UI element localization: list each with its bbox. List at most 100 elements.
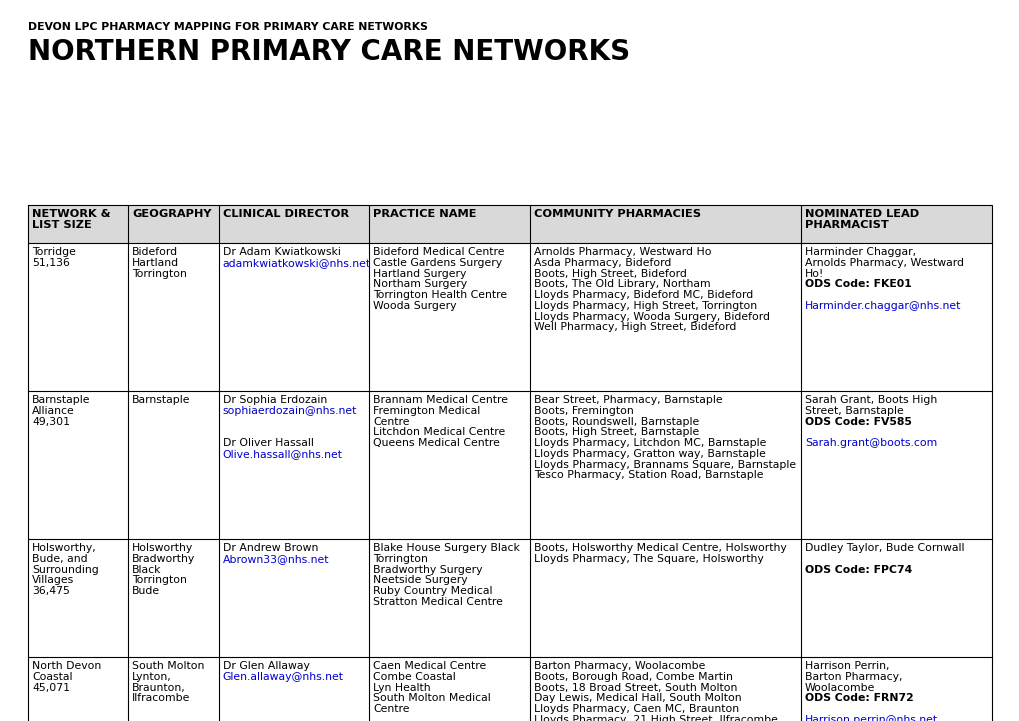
Text: Glen.allaway@nhs.net: Glen.allaway@nhs.net xyxy=(223,672,343,682)
Text: Boots, High Street, Barnstaple: Boots, High Street, Barnstaple xyxy=(534,428,699,438)
Text: Bradworthy Surgery: Bradworthy Surgery xyxy=(373,565,482,575)
Text: Lloyds Pharmacy, Gratton way, Barnstaple: Lloyds Pharmacy, Gratton way, Barnstaple xyxy=(534,448,765,459)
Bar xyxy=(28,205,991,243)
Text: ODS Code: FRN72: ODS Code: FRN72 xyxy=(804,694,913,703)
Text: CLINICAL DIRECTOR: CLINICAL DIRECTOR xyxy=(223,209,348,219)
Text: Bear Street, Pharmacy, Barnstaple: Bear Street, Pharmacy, Barnstaple xyxy=(534,395,722,405)
Text: Lloyds Pharmacy, Brannams Square, Barnstaple: Lloyds Pharmacy, Brannams Square, Barnst… xyxy=(534,459,796,469)
Bar xyxy=(28,205,991,721)
Text: Boots, Holsworthy Medical Centre, Holsworthy: Boots, Holsworthy Medical Centre, Holswo… xyxy=(534,543,787,553)
Text: PHARMACIST: PHARMACIST xyxy=(804,221,888,230)
Text: Torrington: Torrington xyxy=(132,268,186,278)
Text: Ho!: Ho! xyxy=(804,268,823,278)
Text: Centre: Centre xyxy=(373,704,410,714)
Text: Well Pharmacy, High Street, Bideford: Well Pharmacy, High Street, Bideford xyxy=(534,322,736,332)
Text: Lloyds Pharmacy, Caen MC, Braunton: Lloyds Pharmacy, Caen MC, Braunton xyxy=(534,704,739,714)
Text: Blake House Surgery Black: Blake House Surgery Black xyxy=(373,543,520,553)
Text: GEOGRAPHY: GEOGRAPHY xyxy=(132,209,212,219)
Text: Barnstaple: Barnstaple xyxy=(132,395,191,405)
Text: Lloyds Pharmacy, High Street, Torrington: Lloyds Pharmacy, High Street, Torrington xyxy=(534,301,757,311)
Text: Boots, Fremington: Boots, Fremington xyxy=(534,406,634,416)
Text: Lloyds Pharmacy, 21 High Street, Ilfracombe: Lloyds Pharmacy, 21 High Street, Ilfraco… xyxy=(534,715,777,721)
Text: Dr Sophia Erdozain: Dr Sophia Erdozain xyxy=(223,395,327,405)
Text: COMMUNITY PHARMACIES: COMMUNITY PHARMACIES xyxy=(534,209,700,219)
Text: 36,475: 36,475 xyxy=(32,586,70,596)
Text: Hartland: Hartland xyxy=(132,258,179,267)
Text: Harrison Perrin,: Harrison Perrin, xyxy=(804,661,889,671)
Text: Harminder.chaggar@nhs.net: Harminder.chaggar@nhs.net xyxy=(804,301,961,311)
Text: Bradworthy: Bradworthy xyxy=(132,554,196,564)
Text: Caen Medical Centre: Caen Medical Centre xyxy=(373,661,486,671)
Text: LIST SIZE: LIST SIZE xyxy=(32,221,92,230)
Text: ODS Code: FPC74: ODS Code: FPC74 xyxy=(804,565,911,575)
Text: Dr Glen Allaway: Dr Glen Allaway xyxy=(223,661,310,671)
Text: 49,301: 49,301 xyxy=(32,417,70,427)
Text: Torridge: Torridge xyxy=(32,247,75,257)
Text: DEVON LPC PHARMACY MAPPING FOR PRIMARY CARE NETWORKS: DEVON LPC PHARMACY MAPPING FOR PRIMARY C… xyxy=(28,22,427,32)
Text: Barton Pharmacy,: Barton Pharmacy, xyxy=(804,672,902,682)
Text: Harrison.perrin@nhs.net: Harrison.perrin@nhs.net xyxy=(804,715,937,721)
Text: Boots, Roundswell, Barnstaple: Boots, Roundswell, Barnstaple xyxy=(534,417,699,427)
Text: South Molton Medical: South Molton Medical xyxy=(373,694,490,703)
Text: Ilfracombe: Ilfracombe xyxy=(132,694,191,703)
Text: Neetside Surgery: Neetside Surgery xyxy=(373,575,468,585)
Text: Braunton,: Braunton, xyxy=(132,683,185,693)
Text: Asda Pharmacy, Bideford: Asda Pharmacy, Bideford xyxy=(534,258,671,267)
Text: Brannam Medical Centre: Brannam Medical Centre xyxy=(373,395,507,405)
Text: Dr Oliver Hassall: Dr Oliver Hassall xyxy=(223,438,314,448)
Text: Boots, 18 Broad Street, South Molton: Boots, 18 Broad Street, South Molton xyxy=(534,683,737,693)
Text: Combe Coastal: Combe Coastal xyxy=(373,672,455,682)
Text: Villages: Villages xyxy=(32,575,74,585)
Text: adamkwiatkowski@nhs.net: adamkwiatkowski@nhs.net xyxy=(223,258,371,267)
Text: Dr Andrew Brown: Dr Andrew Brown xyxy=(223,543,318,553)
Text: Torrington: Torrington xyxy=(132,575,186,585)
Text: Litchdon Medical Centre: Litchdon Medical Centre xyxy=(373,428,505,438)
Text: Ruby Country Medical: Ruby Country Medical xyxy=(373,586,492,596)
Text: Lyn Health: Lyn Health xyxy=(373,683,430,693)
Text: Harminder Chaggar,: Harminder Chaggar, xyxy=(804,247,915,257)
Text: Bideford: Bideford xyxy=(132,247,178,257)
Text: Sarah Grant, Boots High: Sarah Grant, Boots High xyxy=(804,395,936,405)
Text: NORTHERN PRIMARY CARE NETWORKS: NORTHERN PRIMARY CARE NETWORKS xyxy=(28,38,630,66)
Text: Abrown33@nhs.net: Abrown33@nhs.net xyxy=(223,554,329,564)
Text: Arnolds Pharmacy, Westward: Arnolds Pharmacy, Westward xyxy=(804,258,963,267)
Text: Boots, The Old Library, Northam: Boots, The Old Library, Northam xyxy=(534,279,710,289)
Text: Lloyds Pharmacy, Bideford MC, Bideford: Lloyds Pharmacy, Bideford MC, Bideford xyxy=(534,290,753,300)
Text: Dudley Taylor, Bude Cornwall: Dudley Taylor, Bude Cornwall xyxy=(804,543,964,553)
Text: Surrounding: Surrounding xyxy=(32,565,99,575)
Text: Torrington: Torrington xyxy=(373,554,428,564)
Text: Centre: Centre xyxy=(373,417,410,427)
Text: Day Lewis, Medical Hall, South Molton: Day Lewis, Medical Hall, South Molton xyxy=(534,694,741,703)
Text: ODS Code: FKE01: ODS Code: FKE01 xyxy=(804,279,911,289)
Text: Wooda Surgery: Wooda Surgery xyxy=(373,301,457,311)
Text: NOMINATED LEAD: NOMINATED LEAD xyxy=(804,209,918,219)
Text: Lloyds Pharmacy, The Square, Holsworthy: Lloyds Pharmacy, The Square, Holsworthy xyxy=(534,554,763,564)
Text: Lloyds Pharmacy, Litchdon MC, Barnstaple: Lloyds Pharmacy, Litchdon MC, Barnstaple xyxy=(534,438,766,448)
Text: Alliance: Alliance xyxy=(32,406,74,416)
Text: Barton Pharmacy, Woolacombe: Barton Pharmacy, Woolacombe xyxy=(534,661,705,671)
Text: Bude: Bude xyxy=(132,586,160,596)
Text: sophiaerdozain@nhs.net: sophiaerdozain@nhs.net xyxy=(223,406,357,416)
Text: Coastal: Coastal xyxy=(32,672,72,682)
Text: Boots, High Street, Bideford: Boots, High Street, Bideford xyxy=(534,268,687,278)
Text: Northam Surgery: Northam Surgery xyxy=(373,279,467,289)
Text: Holsworthy: Holsworthy xyxy=(132,543,194,553)
Text: Arnolds Pharmacy, Westward Ho: Arnolds Pharmacy, Westward Ho xyxy=(534,247,711,257)
Text: Boots, Borough Road, Combe Martin: Boots, Borough Road, Combe Martin xyxy=(534,672,733,682)
Text: North Devon: North Devon xyxy=(32,661,101,671)
Text: Stratton Medical Centre: Stratton Medical Centre xyxy=(373,597,502,607)
Text: PRACTICE NAME: PRACTICE NAME xyxy=(373,209,476,219)
Text: Lloyds Pharmacy, Wooda Surgery, Bideford: Lloyds Pharmacy, Wooda Surgery, Bideford xyxy=(534,311,769,322)
Text: Woolacombe: Woolacombe xyxy=(804,683,874,693)
Text: Tesco Pharmacy, Station Road, Barnstaple: Tesco Pharmacy, Station Road, Barnstaple xyxy=(534,470,763,480)
Text: 51,136: 51,136 xyxy=(32,258,70,267)
Text: 45,071: 45,071 xyxy=(32,683,70,693)
Text: South Molton: South Molton xyxy=(132,661,205,671)
Text: Black: Black xyxy=(132,565,162,575)
Text: Torrington Health Centre: Torrington Health Centre xyxy=(373,290,506,300)
Text: Street, Barnstaple: Street, Barnstaple xyxy=(804,406,903,416)
Text: Bideford Medical Centre: Bideford Medical Centre xyxy=(373,247,504,257)
Text: Olive.hassall@nhs.net: Olive.hassall@nhs.net xyxy=(223,448,342,459)
Text: Dr Adam Kwiatkowski: Dr Adam Kwiatkowski xyxy=(223,247,340,257)
Text: Barnstaple: Barnstaple xyxy=(32,395,91,405)
